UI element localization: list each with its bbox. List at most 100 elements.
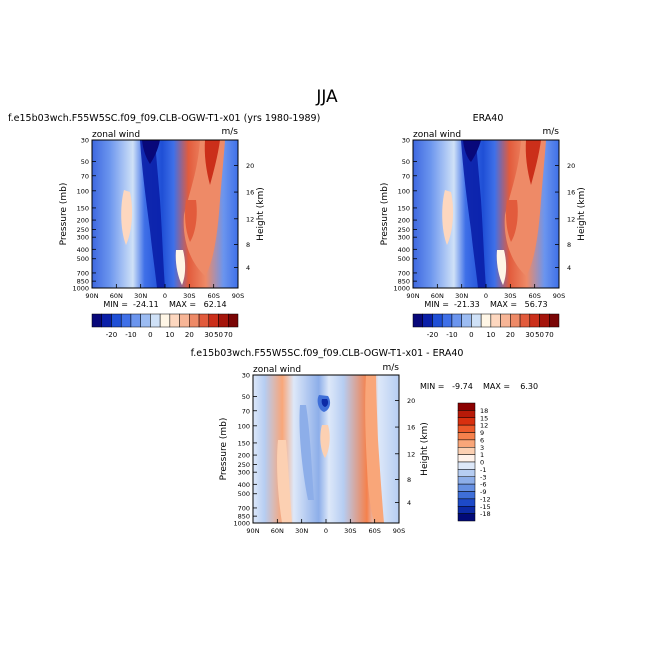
y-tick-label: 50	[242, 393, 250, 401]
colorbar-swatch	[130, 313, 141, 328]
panel-model-x-ticks: 90N 60N 30N 0 30S 60S 90S	[85, 284, 244, 300]
colorbar-swatch	[457, 483, 476, 492]
panel-diff-neg-core	[321, 399, 329, 407]
colorbar-swatch	[457, 476, 476, 485]
y-tick-label: 500	[398, 255, 410, 263]
colorbar-swatch	[457, 410, 476, 418]
colorbar-label: 30	[204, 331, 213, 339]
y-tick-label: 500	[77, 255, 89, 263]
y-tick-label: 850	[77, 278, 89, 286]
y-tick-label: 250	[398, 226, 410, 234]
colorbar-label: 1	[480, 451, 484, 459]
x-tick-label: 60N	[431, 292, 444, 300]
height-tick-label: 4	[407, 499, 411, 507]
colorbar-swatch	[457, 432, 476, 441]
y-tick-label: 700	[238, 504, 250, 512]
colorbar-label: 0	[480, 459, 484, 467]
colorbar-label: -1	[480, 466, 486, 474]
colorbar-label: 10	[165, 331, 174, 339]
x-tick-label: 90N	[85, 292, 98, 300]
y-tick-label: 1000	[72, 285, 89, 293]
colorbar-swatch	[457, 461, 476, 470]
y-tick-label: 150	[238, 439, 250, 447]
colorbar-swatch	[457, 439, 476, 448]
height-tick-label: 20	[567, 162, 575, 170]
colorbar-label: 15	[480, 414, 488, 422]
colorbar-label: -20	[427, 331, 438, 339]
panel-diff: f.e15b03wch.F55W5SC.f09_f09.CLB-OGW-T1-x…	[191, 348, 539, 535]
height-tick-label: 8	[246, 241, 250, 249]
colorbar-swatch	[208, 313, 219, 328]
panel-model-ylabel-right: Height (km)	[256, 187, 266, 241]
colorbar-label: 50	[214, 331, 223, 339]
colorbar-swatch	[169, 313, 180, 328]
panel-diff-neg-mid	[299, 405, 314, 500]
y-tick-label: 850	[398, 278, 410, 286]
colorbar-swatch	[120, 313, 132, 328]
x-tick-label: 60N	[110, 292, 123, 300]
panel-era40-ylabel: Pressure (mb)	[380, 183, 390, 246]
y-tick-label: 200	[398, 217, 410, 225]
panel-model-tropical-warm	[175, 250, 186, 285]
colorbar-label: 9	[480, 429, 484, 437]
colorbar-swatch	[457, 447, 476, 455]
colorbar-swatch	[150, 313, 161, 328]
panel-model-westerly-jet	[183, 140, 225, 276]
panel-model-units-label: m/s	[222, 127, 239, 137]
colorbar-label: 50	[535, 331, 544, 339]
y-tick-label: 300	[77, 234, 89, 242]
y-tick-label: 700	[398, 269, 410, 277]
panel-diff-x-ticks: 90N 60N 30N 0 30S 60S 90S	[246, 519, 405, 535]
y-tick-label: 1000	[233, 520, 250, 528]
x-tick-label: 30N	[455, 292, 468, 300]
colorbar-swatch	[457, 491, 476, 500]
y-tick-label: 850	[238, 513, 250, 521]
y-tick-label: 30	[81, 137, 89, 145]
colorbar-swatch	[500, 313, 511, 328]
colorbar-swatch	[159, 313, 171, 328]
colorbar-swatch	[457, 513, 476, 522]
height-tick-label: 12	[246, 215, 254, 223]
panel-model-westerly-low	[185, 200, 197, 242]
panel-model-nh-westerly	[121, 190, 133, 245]
panel-era40-stats: MIN = -21.33 MAX = 56.73	[424, 300, 547, 309]
y-tick-label: 1000	[393, 285, 410, 293]
colorbar-swatch	[549, 313, 560, 328]
panel-era40-westerly-core	[525, 140, 541, 185]
colorbar-swatch	[101, 313, 112, 328]
y-tick-label: 400	[238, 481, 250, 489]
colorbar-label: -18	[480, 510, 491, 518]
colorbar-label: 30	[525, 331, 534, 339]
colorbar-swatch	[412, 313, 423, 328]
colorbar-swatch	[461, 313, 472, 328]
panel-diff-variable-label: zonal wind	[253, 365, 301, 375]
colorbar-label: 20	[185, 331, 194, 339]
panel-model-stats: MIN = -24.11 MAX = 62.14	[103, 300, 226, 309]
panel-era40-tropical-warm	[496, 250, 507, 285]
colorbar-label: -15	[480, 503, 491, 511]
page-title: JJA	[315, 87, 338, 107]
colorbar-label: -10	[125, 331, 136, 339]
colorbar-swatch	[140, 313, 151, 328]
y-tick-label: 200	[77, 217, 89, 225]
x-tick-label: 0	[324, 527, 328, 535]
y-tick-label: 70	[81, 172, 89, 180]
panel-model-colorbar: -20 -10 0 10 20 30 50 70	[91, 313, 239, 339]
height-tick-label: 8	[567, 241, 571, 249]
height-tick-label: 4	[246, 264, 250, 272]
panel-model: f.e15b03wch.F55W5SC.f09_f09.CLB-OGW-T1-x…	[8, 113, 320, 339]
x-tick-label: 30S	[504, 292, 516, 300]
colorbar-swatch	[480, 313, 492, 328]
panel-model-easterly-core	[140, 140, 165, 288]
x-tick-label: 90S	[553, 292, 565, 300]
y-tick-label: 100	[398, 187, 410, 195]
colorbar-swatch	[189, 313, 200, 328]
panel-diff-pos-blob	[320, 425, 330, 458]
panel-era40-height-ticks: 4 8 12 16 20	[555, 162, 575, 272]
colorbar-label: -10	[446, 331, 457, 339]
colorbar-swatch	[457, 498, 476, 507]
colorbar-label: -20	[106, 331, 117, 339]
